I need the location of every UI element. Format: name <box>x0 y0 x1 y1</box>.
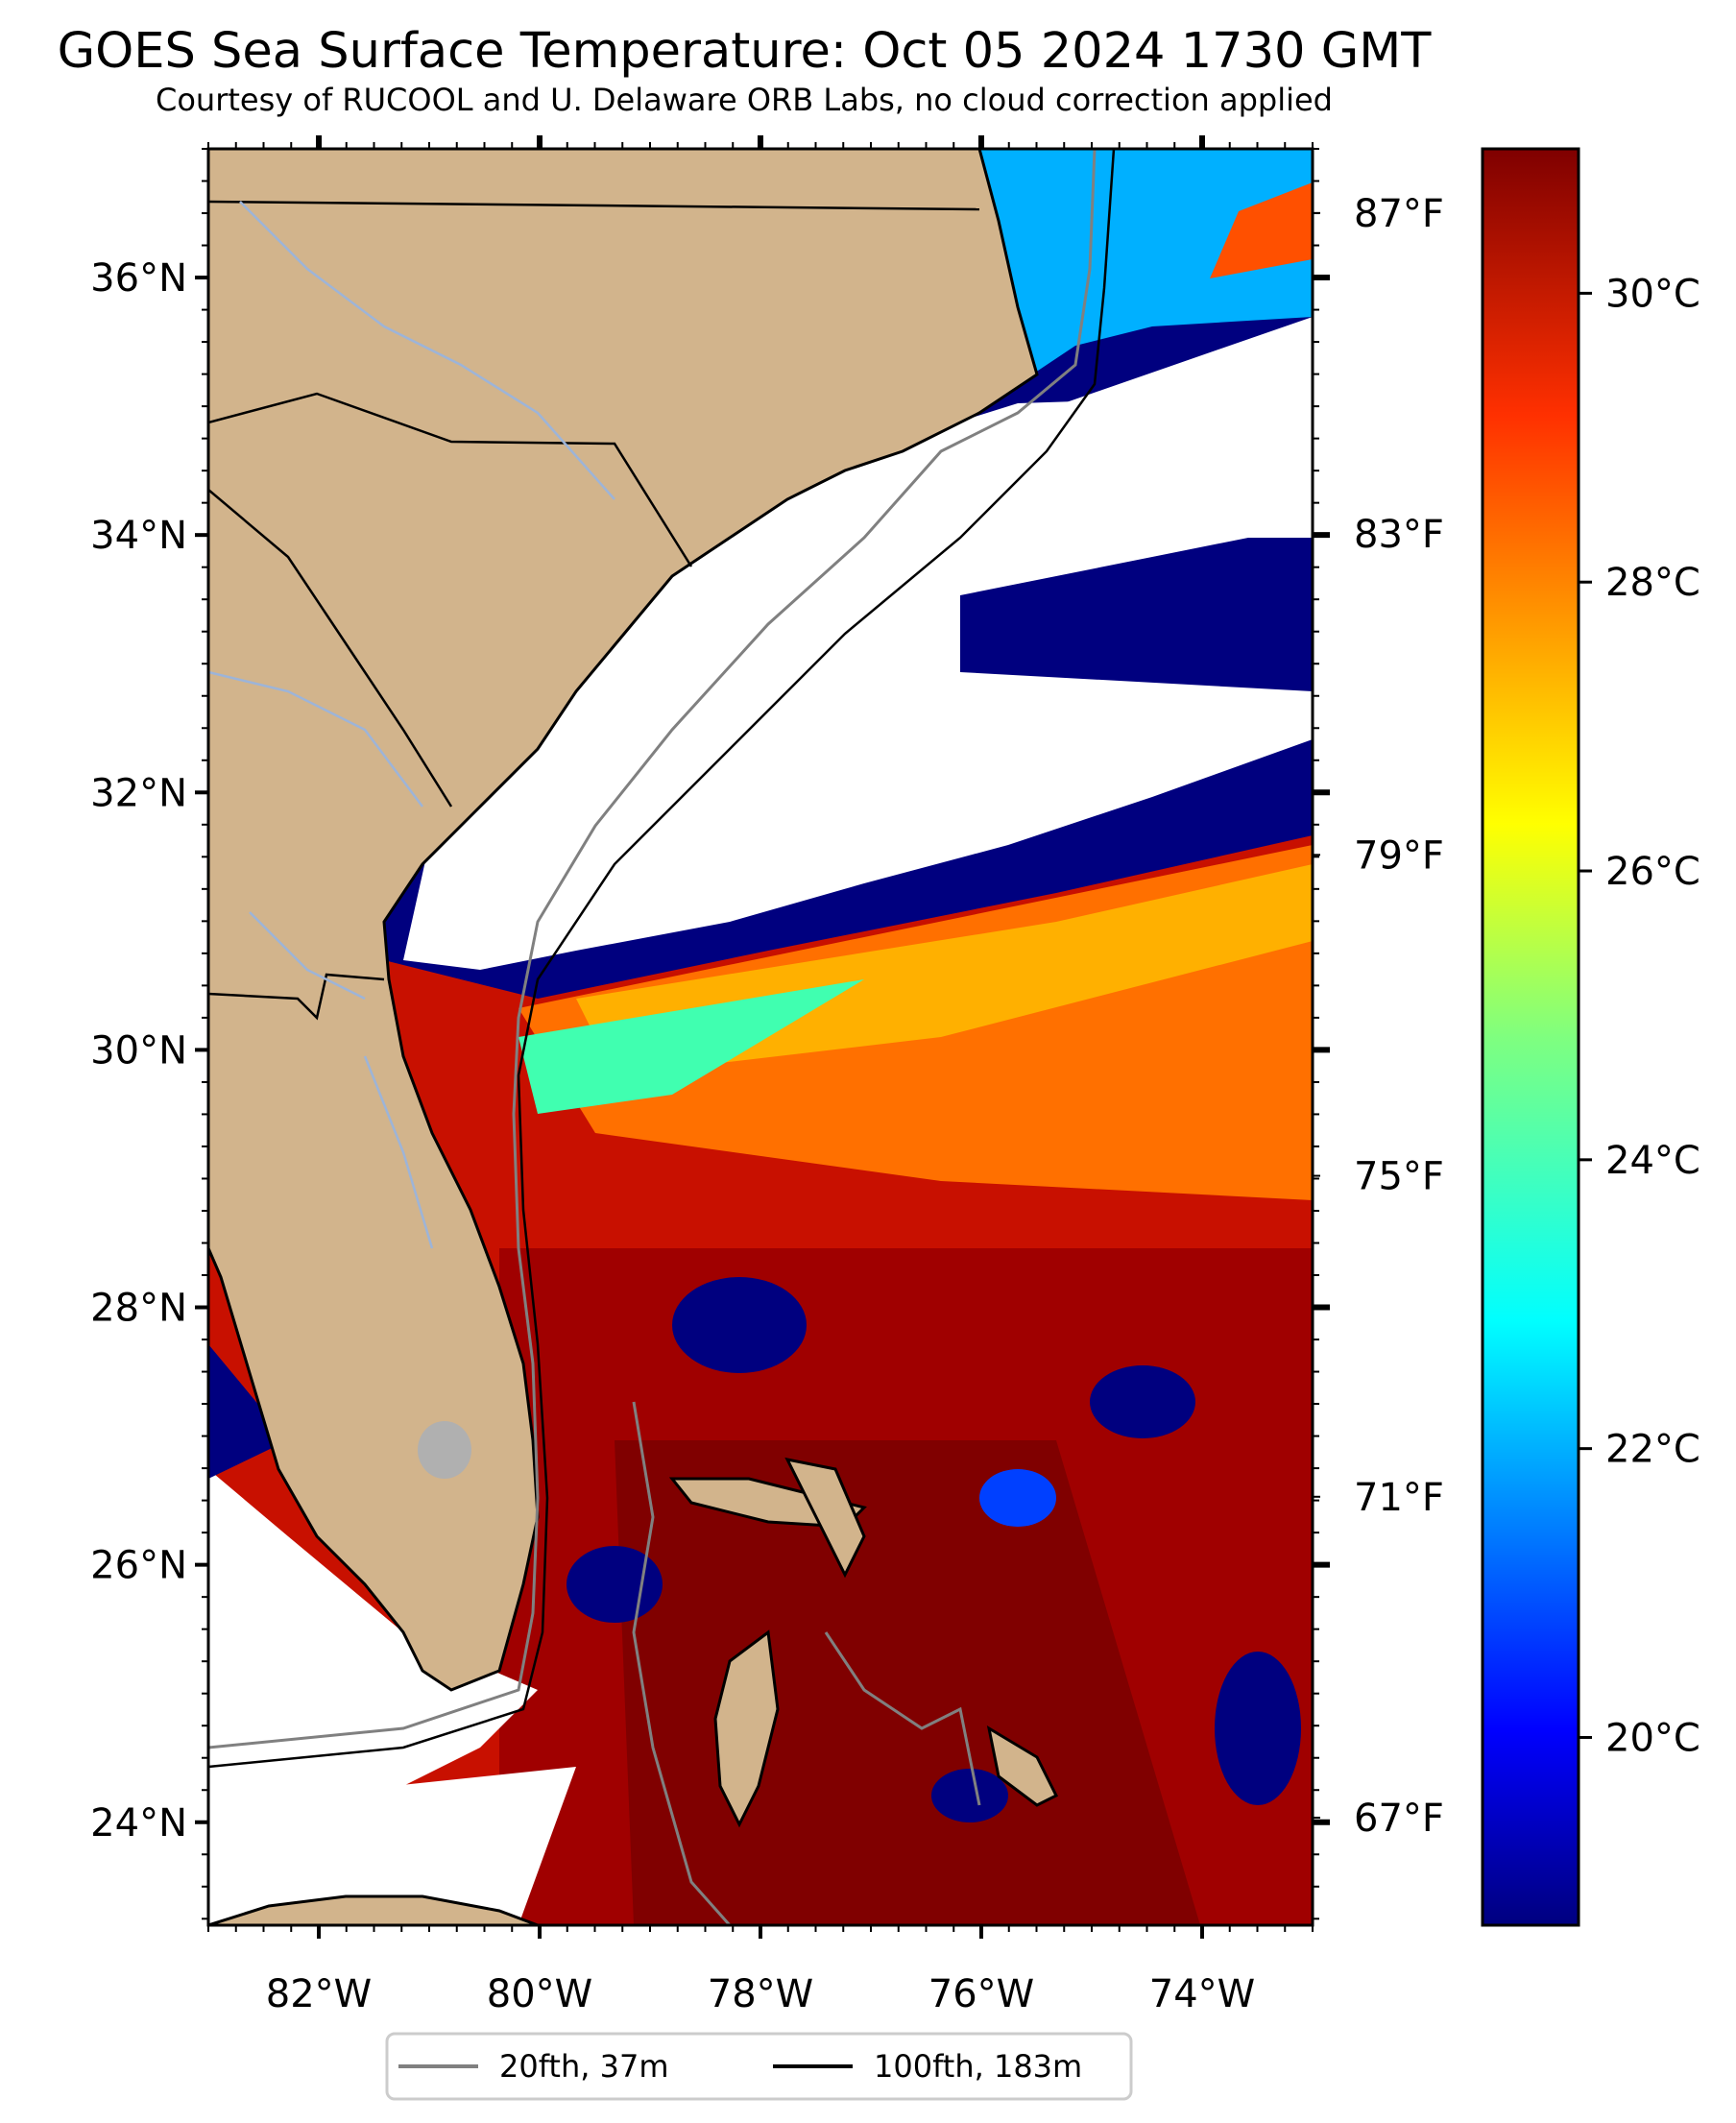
lon-tick-label: 82°W <box>266 1972 372 2016</box>
map-title: GOES Sea Surface Temperature: Oct 05 202… <box>57 23 1432 80</box>
isobath-100fth <box>208 149 1116 1769</box>
lon-tick-label: 74°W <box>1149 1972 1255 2016</box>
legend: 20fth, 37m 100fth, 183m <box>385 2032 1133 2101</box>
colorbar-tick-label: 26°C <box>1605 850 1700 894</box>
latitude-ticks: 36°N 34°N 32°N 30°N 28°N 26°N 24°N <box>90 148 1330 1920</box>
land-andros-island <box>713 1629 780 1828</box>
fahrenheit-ticks: 87°F 83°F 79°F 75°F 71°F 67°F <box>1313 192 1444 1841</box>
lon-tick-label: 76°W <box>928 1972 1034 2016</box>
fahrenheit-tick-label: 83°F <box>1354 513 1444 557</box>
lat-tick-label: 36°N <box>90 256 187 301</box>
lat-tick-label: 28°N <box>90 1287 187 1331</box>
longitude-ticks: 82°W 80°W 78°W 76°W 74°W <box>207 135 1314 2016</box>
isobath-20fth-bahamas <box>632 1401 732 1925</box>
colorbar-tick-label: 28°C <box>1605 561 1700 605</box>
isobath-20fth <box>208 149 1097 1749</box>
land-mainland <box>208 149 1039 1692</box>
border-nc-sc <box>208 392 693 567</box>
lat-tick-label: 32°N <box>90 771 187 815</box>
fahrenheit-tick-label: 75°F <box>1354 1155 1444 1199</box>
cold-blotch <box>979 1469 1056 1527</box>
colorbar-tick-label: 22°C <box>1605 1428 1700 1472</box>
river <box>249 911 366 1001</box>
land-exuma <box>986 1725 1059 1807</box>
gulf-cold-patch <box>208 1344 288 1479</box>
isobath-20fth-bahamas-east <box>824 1631 981 1806</box>
legend-label-100fth: 100fth, 183m <box>874 2048 1082 2085</box>
colorbar-tick-label: 20°C <box>1605 1716 1700 1760</box>
lake-okeechobee <box>418 1421 471 1479</box>
colorbar-tick-label: 24°C <box>1605 1139 1700 1183</box>
fahrenheit-tick-label: 71°F <box>1354 1476 1444 1520</box>
fahrenheit-tick-label: 79°F <box>1354 833 1444 878</box>
border-sc-ga <box>208 489 453 808</box>
border-va-nc <box>208 200 980 211</box>
cold-blotch <box>672 1277 807 1373</box>
cloud-cover-north <box>1008 317 1313 451</box>
ocean-green-patch <box>518 979 864 1114</box>
lat-tick-label: 26°N <box>90 1544 187 1588</box>
cold-blotch <box>567 1546 663 1623</box>
cold-blotch <box>1215 1652 1301 1805</box>
lat-tick-label: 24°N <box>90 1801 187 1846</box>
lat-tick-label: 30°N <box>90 1028 187 1073</box>
map-subtitle: Courtesy of RUCOOL and U. Delaware ORB L… <box>156 82 1333 118</box>
legend-box <box>385 2032 1133 2101</box>
river <box>239 201 615 500</box>
river <box>363 1055 434 1249</box>
no-data-south <box>208 1767 576 1925</box>
lat-tick-label: 34°N <box>90 514 187 558</box>
cold-blotch <box>931 1769 1008 1822</box>
river <box>208 670 423 808</box>
cloud-cover <box>403 394 1313 970</box>
lon-tick-label: 78°W <box>708 1972 813 2016</box>
cold-blotch <box>1090 1365 1195 1438</box>
gulf-stream-patch <box>1210 182 1313 278</box>
lon-tick-label: 80°W <box>487 1972 592 2016</box>
border-ga-fl <box>208 973 385 1021</box>
fahrenheit-tick-label: 67°F <box>1354 1797 1444 1841</box>
land-cuba <box>208 1894 539 1925</box>
ocean-hottest-region <box>615 1440 1200 1925</box>
colorbar-tick-label: 30°C <box>1605 272 1700 316</box>
colorbar <box>1481 147 1580 1927</box>
map-panel <box>208 149 1313 1925</box>
fahrenheit-tick-label: 87°F <box>1354 192 1444 236</box>
legend-label-20fth: 20fth, 37m <box>499 2048 668 2085</box>
land-abaco <box>784 1457 866 1579</box>
colorbar-ticks: 30°C 28°C 26°C 24°C 22°C 20°C <box>1579 272 1700 1760</box>
no-data-southwest <box>208 1469 538 1824</box>
